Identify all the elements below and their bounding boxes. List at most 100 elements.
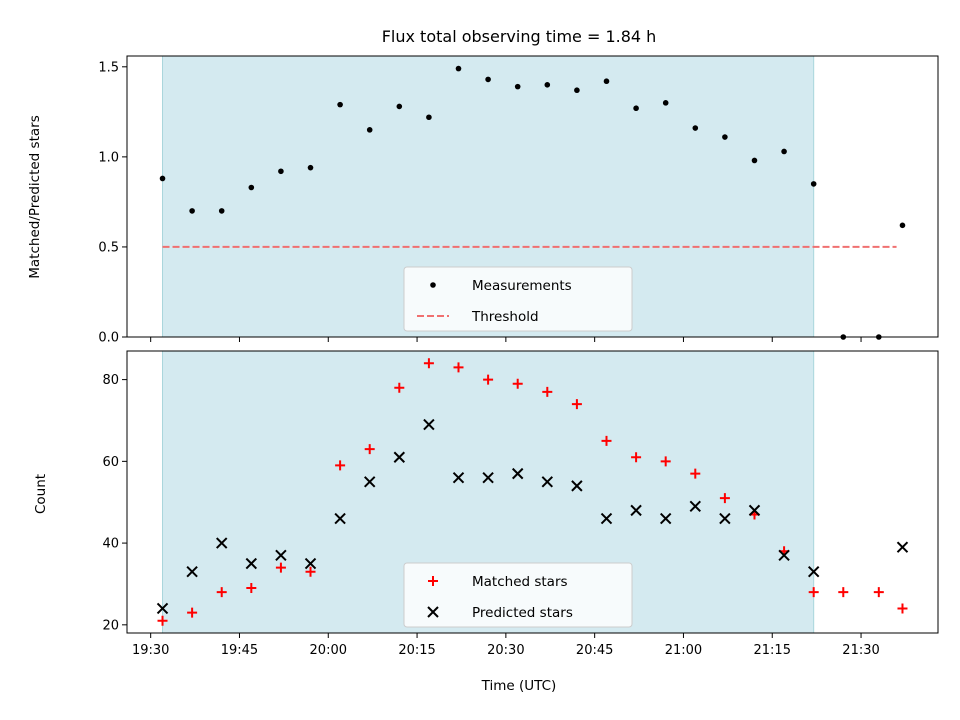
measurement-point <box>633 105 639 112</box>
predicted-star-point <box>896 541 909 553</box>
matched-star-point <box>601 435 612 446</box>
legend-label: Threshold <box>471 309 539 325</box>
measurement-point <box>781 148 787 155</box>
measurement-point <box>189 208 195 214</box>
predicted-star-point <box>689 500 701 513</box>
predicted-star-point <box>423 418 435 431</box>
y-tick-label: 0.5 <box>98 240 119 255</box>
measurement-point <box>751 157 758 164</box>
matched-star-point <box>808 587 819 598</box>
bottom-y-axis-label: Count <box>33 474 49 514</box>
measurement-point <box>810 181 817 187</box>
x-tick-label: 20:15 <box>398 643 435 658</box>
axes-frame <box>126 55 939 338</box>
measurement-point <box>426 114 432 121</box>
predicted-star-point <box>216 537 228 549</box>
y-tick-label: 60 <box>102 455 119 470</box>
top-panel: 0.0 0.5 1.0 1.5 Measurements Threshold <box>98 55 939 346</box>
predicted-star-point <box>245 557 258 570</box>
measurement-point <box>366 127 373 133</box>
x-tick-label: 19:30 <box>132 643 169 658</box>
legend-marker <box>427 606 439 618</box>
matched-star-point <box>873 587 884 598</box>
x-tick-label: 20:45 <box>576 643 613 658</box>
measurement-point <box>574 87 580 94</box>
x-tick-label: 21:00 <box>665 643 702 658</box>
predicted-star-point <box>600 512 613 525</box>
y-tick-label: 40 <box>102 537 119 552</box>
predicted-star-point <box>186 565 198 578</box>
matched-star-point <box>483 374 494 385</box>
predicted-star-point <box>511 467 524 480</box>
matched-star-point <box>157 615 168 626</box>
predicted-star-point <box>156 602 169 615</box>
predicted-star-point <box>571 480 583 492</box>
measurement-point <box>248 184 255 191</box>
predicted-star-point <box>304 557 317 570</box>
matched-star-point <box>897 603 908 614</box>
predicted-star-point <box>541 476 554 488</box>
matched-star-point <box>690 468 701 479</box>
matched-star-point <box>305 566 316 577</box>
x-tick-label: 21:15 <box>754 643 791 658</box>
measurement-point <box>307 164 314 171</box>
y-tick-label: 1.5 <box>98 60 119 75</box>
matched-star-point <box>838 587 849 598</box>
predicted-star-point <box>452 471 465 484</box>
predicted-star-point <box>364 476 376 488</box>
matched-star-point <box>571 399 582 410</box>
predicted-star-point <box>482 471 494 484</box>
measurement-point <box>514 83 521 90</box>
legend-label: Predicted stars <box>472 605 573 621</box>
matched-star-point <box>512 378 523 389</box>
matched-star-point <box>660 456 671 467</box>
matched-star-point <box>187 607 198 618</box>
measurement-point <box>544 82 551 88</box>
predicted-star-point <box>334 512 346 525</box>
x-tick-label: 20:30 <box>487 643 524 658</box>
legend-box <box>403 562 633 628</box>
measurement-point <box>485 76 491 83</box>
predicted-star-point <box>748 504 761 517</box>
matched-star-point <box>453 362 464 373</box>
measurement-point <box>455 65 462 72</box>
matched-star-point <box>335 460 346 471</box>
matched-star-point <box>216 587 227 598</box>
axes-frame <box>126 350 939 634</box>
matched-star-point <box>423 358 434 369</box>
y-tick-label: 80 <box>102 373 119 388</box>
measurement-point <box>603 78 610 85</box>
matched-star-point <box>631 452 642 463</box>
predicted-star-point <box>807 565 820 578</box>
measurement-point <box>899 222 906 229</box>
predicted-star-point <box>719 512 731 525</box>
matched-star-point <box>542 386 553 397</box>
predicted-star-point <box>393 451 406 463</box>
matched-star-point <box>275 562 286 573</box>
predicted-star-point <box>630 504 642 517</box>
x-tick-label: 19:45 <box>221 643 258 658</box>
measurement-point <box>218 208 225 214</box>
legend-box <box>403 266 633 332</box>
matched-star-point <box>364 444 375 455</box>
measurement-point <box>692 125 699 131</box>
x-tick-label: 20:00 <box>310 643 347 658</box>
measurement-point <box>159 175 166 182</box>
legend-marker <box>428 576 438 586</box>
measurement-point <box>722 134 728 140</box>
matched-star-point <box>246 583 257 594</box>
y-tick-label: 0.0 <box>98 331 119 346</box>
predicted-star-point <box>275 549 287 562</box>
predicted-star-point <box>659 512 672 525</box>
x-tick-label: 21:30 <box>842 643 879 658</box>
predicted-star-point <box>778 549 790 562</box>
matched-star-point <box>719 493 730 504</box>
measurement-point <box>396 103 403 110</box>
chart-title: Flux total observing time = 1.84 h <box>382 27 657 46</box>
y-tick-label: 1.0 <box>98 150 119 165</box>
measurement-point <box>662 100 669 106</box>
top-y-axis-label: Matched/Predicted stars <box>27 115 43 278</box>
y-tick-label: 20 <box>102 618 119 633</box>
bottom-panel: 20 40 60 80 19:30 19:45 20:00 20:15 20:30 20:45 21… <box>102 350 939 658</box>
